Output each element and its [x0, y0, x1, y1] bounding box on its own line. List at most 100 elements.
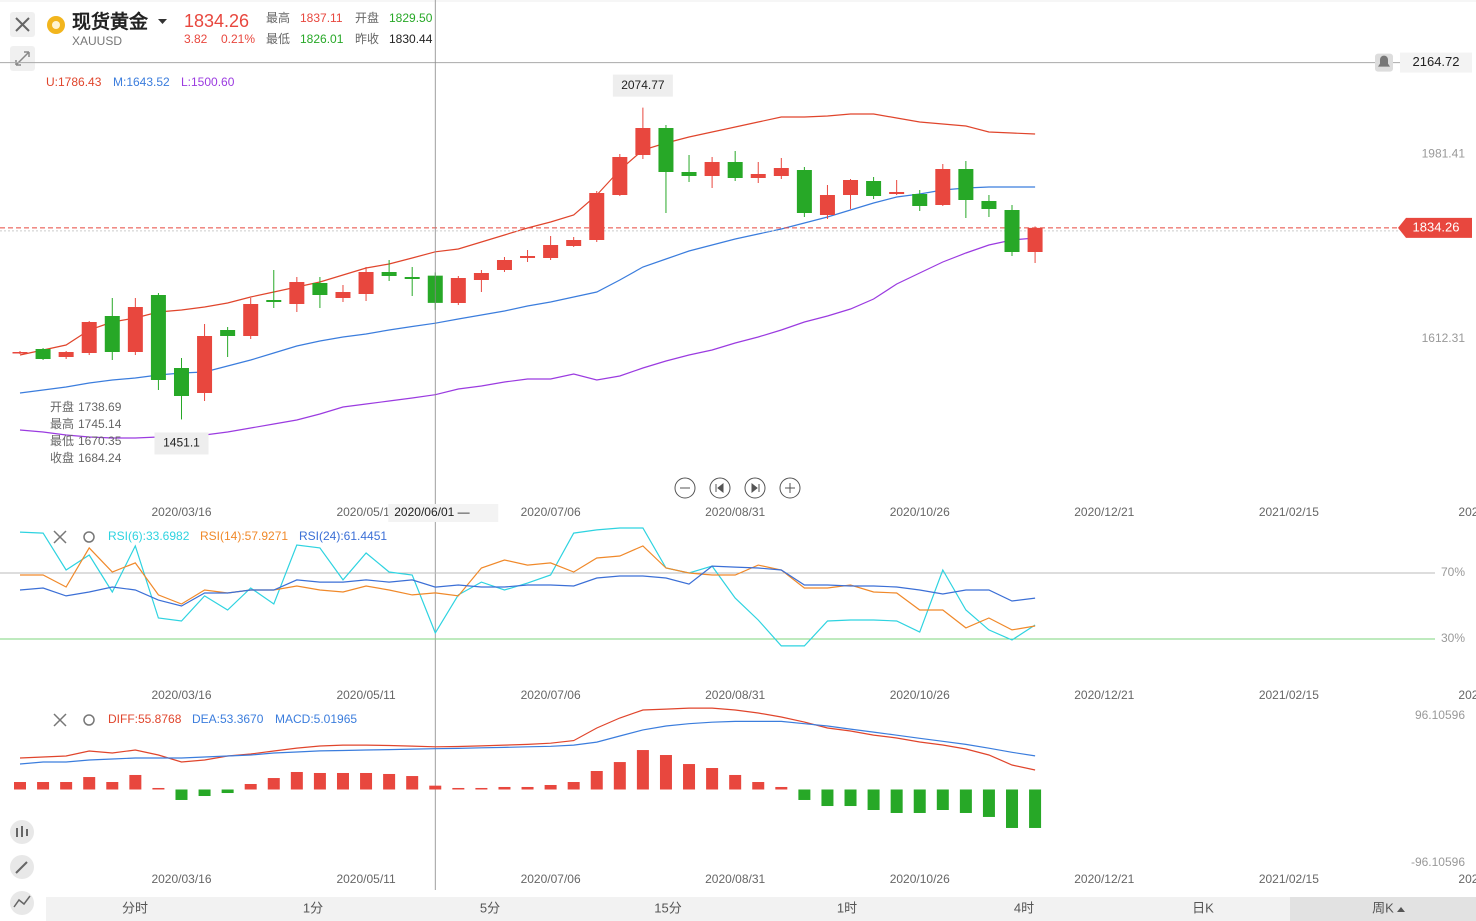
- indicator-line: [20, 545, 1036, 631]
- x-tick-label: 2020/05/11: [336, 872, 395, 886]
- candle-body: [796, 170, 812, 213]
- price-change: 3.82: [184, 32, 208, 46]
- macd-bar: [452, 787, 465, 790]
- legend-entry: RSI(24):61.4451: [299, 529, 387, 543]
- candle-body: [912, 194, 928, 206]
- candle-body: [843, 180, 859, 195]
- draw-tool[interactable]: [10, 855, 34, 879]
- candle-body: [889, 192, 905, 194]
- period-tab[interactable]: 1分: [303, 900, 323, 915]
- legend-entry: M:1643.52: [113, 75, 170, 89]
- last-price-label: 1834.26: [1413, 219, 1460, 234]
- price-change-pct: 0.21%: [221, 32, 255, 46]
- candle-body: [1027, 227, 1043, 252]
- macd-bar: [360, 772, 373, 790]
- macd-bar: [659, 755, 672, 790]
- macd-bar: [14, 782, 26, 790]
- macd-bar: [544, 784, 557, 790]
- x-tick-label: 2020/10/26: [890, 688, 950, 702]
- candle-body: [773, 168, 789, 176]
- period-tab[interactable]: 分时: [122, 900, 148, 915]
- x-tick-label: 2020/10/26: [890, 505, 950, 519]
- y-tick-label: 1981.41: [1422, 146, 1466, 160]
- candle-body: [150, 295, 166, 380]
- candle-body: [58, 352, 74, 357]
- last-price: 1834.26: [184, 11, 249, 31]
- legend-entry: U:1786.43: [46, 75, 102, 89]
- legend-entry: RSI(6):33.6982: [108, 529, 190, 543]
- x-tick-label: 2020/08/31: [705, 688, 765, 702]
- x-tick-label: 2020/07/06: [521, 505, 581, 519]
- candle-body: [958, 169, 974, 200]
- candle-body: [658, 128, 674, 172]
- x-tick-label: 2021/: [1458, 505, 1476, 519]
- remove-indicator[interactable]: [53, 713, 67, 727]
- candle-body: [589, 193, 605, 240]
- close-button[interactable]: [10, 12, 35, 37]
- period-tab[interactable]: 日K: [1192, 900, 1214, 915]
- x-tick-label: 2020/07/06: [521, 872, 581, 886]
- candle-body: [312, 283, 328, 295]
- tooltip-label: 最高: [50, 416, 74, 431]
- candle-body: [220, 330, 236, 336]
- candle-tool[interactable]: [10, 820, 34, 844]
- crosshair-date: 2020/06/01 —: [394, 505, 469, 519]
- candle-body: [1004, 210, 1020, 252]
- tooltip-value: 1670.35: [78, 434, 122, 448]
- macd-bar: [290, 771, 303, 790]
- candle-body: [543, 245, 559, 258]
- macd-bar: [175, 789, 188, 800]
- period-tab[interactable]: 1时: [837, 900, 857, 915]
- instrument-symbol: XAUUSD: [72, 34, 122, 48]
- y-tick-label: 96.10596: [1415, 708, 1465, 722]
- candle-body: [635, 128, 651, 155]
- indicator-tool[interactable]: [10, 891, 34, 915]
- macd-bar: [383, 773, 396, 790]
- legend-entry: RSI(14):57.9271: [200, 529, 288, 543]
- legend-entry: DIFF:55.8768: [108, 712, 182, 726]
- macd-bar: [590, 770, 603, 790]
- legend-entry: MACD:5.01965: [275, 712, 357, 726]
- macd-bar: [913, 789, 926, 813]
- macd-bar: [936, 789, 949, 810]
- tooltip-label: 开盘: [50, 399, 74, 414]
- indicator-line: [19, 707, 1036, 771]
- macd-bar: [798, 789, 811, 800]
- y-tick-label: 70%: [1441, 565, 1465, 579]
- zoom-in[interactable]: [779, 477, 801, 499]
- zoom-out[interactable]: [674, 477, 696, 499]
- indicator-settings[interactable]: [83, 714, 95, 726]
- x-tick-label: 2021/02/15: [1259, 505, 1319, 519]
- macd-bar: [267, 778, 280, 790]
- x-tick-label: 2020/10/26: [890, 872, 950, 886]
- active-tab-arrow: [1397, 907, 1405, 912]
- period-tab[interactable]: 周K: [1372, 900, 1394, 915]
- tooltip-label: 最低: [50, 434, 74, 448]
- candle-body: [496, 260, 512, 270]
- tooltip-value: 1738.69: [78, 400, 122, 414]
- x-tick-label: 2021/02/15: [1259, 872, 1319, 886]
- macd-bar: [106, 782, 119, 790]
- candle-body: [243, 304, 259, 336]
- remove-indicator[interactable]: [53, 530, 67, 544]
- macd-bar: [221, 789, 234, 794]
- macd-bar: [1006, 789, 1019, 828]
- shrink-button[interactable]: [10, 46, 35, 71]
- indicator-settings[interactable]: [83, 531, 95, 543]
- stat-value: 1826.01: [300, 32, 344, 46]
- period-tab[interactable]: 5分: [480, 900, 500, 915]
- period-tab[interactable]: 4时: [1014, 900, 1034, 915]
- macd-bar: [775, 786, 788, 790]
- period-tab[interactable]: 15分: [654, 900, 681, 915]
- candle-body: [866, 181, 882, 196]
- x-tick-label: 2020/07/06: [521, 688, 581, 702]
- x-tick-label: 2020/03/16: [151, 505, 211, 519]
- dropdown-arrow[interactable]: [158, 19, 167, 24]
- crosshair-date-box: [388, 504, 499, 522]
- macd-bar: [567, 782, 580, 790]
- tab-bar: [46, 897, 1476, 921]
- stat-label: 昨收: [355, 32, 379, 46]
- scroll-start[interactable]: [709, 477, 731, 499]
- scroll-end[interactable]: [744, 477, 766, 499]
